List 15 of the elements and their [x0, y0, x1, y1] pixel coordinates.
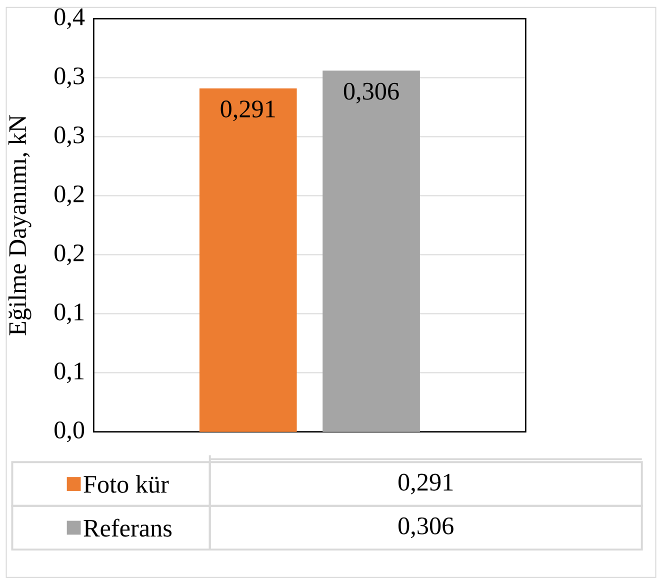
y-tick-label: 0,1 [54, 362, 84, 384]
y-tick-label: 0,2 [54, 244, 84, 266]
y-tick-label: 0,3 [54, 126, 84, 148]
legend-label: Foto kür [84, 475, 169, 494]
y-tick-label: 0,3 [54, 68, 84, 88]
y-tick-label: 0,1 [54, 304, 84, 324]
y-tick-label: 0,4 [54, 8, 85, 30]
data-label: 0,306 [344, 83, 399, 104]
y-axis-title: Eğilme Dayanımı, kN [8, 115, 32, 336]
y-tick-label: 0,2 [54, 186, 84, 206]
text: 0,291 [398, 474, 453, 495]
text: 0,306 [398, 518, 454, 538]
legend-label: Referans [84, 518, 172, 537]
data-label: 0,291 [220, 100, 275, 122]
y-tick-label: 0,0 [54, 422, 84, 442]
